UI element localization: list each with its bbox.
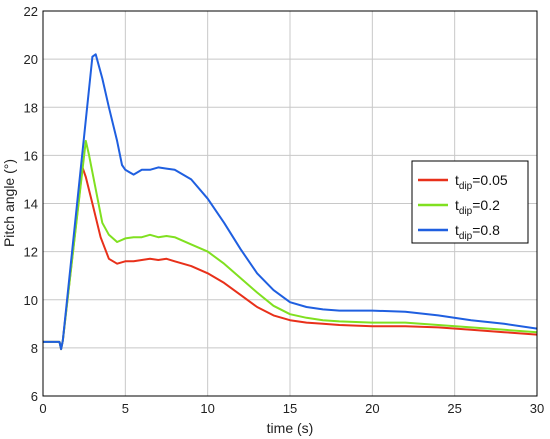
y-tick-label: 10 (24, 293, 38, 308)
y-tick-label: 16 (24, 148, 38, 163)
legend-label: tdip=0.2 (455, 197, 500, 217)
y-tick-label: 6 (31, 389, 38, 404)
x-axis-label: time (s) (267, 420, 314, 436)
x-tick-label: 5 (122, 401, 129, 416)
y-tick-label: 22 (24, 4, 38, 19)
legend-label: tdip=0.8 (455, 222, 500, 242)
x-tick-label: 30 (530, 401, 544, 416)
x-tick-label: 10 (200, 401, 214, 416)
plot-frame (42, 10, 538, 397)
series-line-3 (43, 53, 538, 351)
series-layer (43, 53, 538, 351)
y-tick-label: 20 (24, 52, 38, 67)
y-tick-label: 8 (31, 341, 38, 356)
y-tick-label: 18 (24, 100, 38, 115)
y-tick-label: 14 (24, 197, 38, 212)
x-tick-label: 15 (283, 401, 297, 416)
x-tick-label: 20 (365, 401, 379, 416)
x-tick-label: 0 (39, 401, 46, 416)
x-tick-label: 25 (447, 401, 461, 416)
series-line-2 (43, 139, 538, 351)
legend-label: tdip=0.05 (455, 172, 508, 192)
y-axis-label: Pitch angle (°) (1, 159, 17, 247)
x-ticks: 0 5 10 15 20 25 30 (39, 401, 544, 416)
y-tick-label: 12 (24, 245, 38, 260)
y-ticks: 6 8 10 12 14 16 18 20 22 (24, 4, 38, 404)
legend: tdip=0.05 tdip=0.2 tdip=0.8 (411, 160, 529, 244)
series-line-1 (43, 166, 538, 351)
